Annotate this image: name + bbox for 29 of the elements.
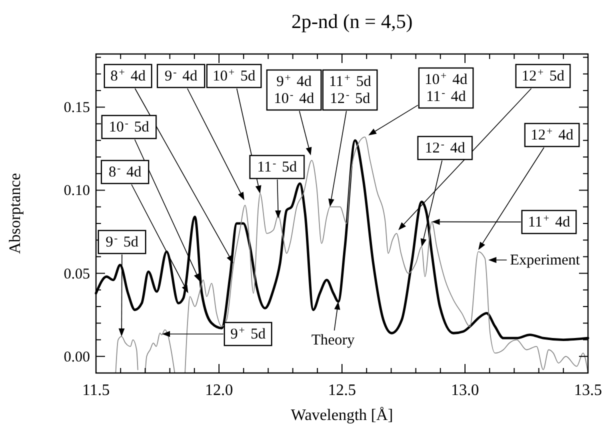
annotation: 10$^{-}$ 5d: [108, 118, 150, 136]
annotation: 10$^{+}$ 4d 11$^{-}$ 4d: [424, 70, 468, 105]
annotation: 12$^{+}$ 5d: [522, 67, 565, 84]
x-tick-label: 11.5: [82, 382, 110, 399]
annotation: Experiment: [510, 252, 581, 268]
annotation: 8$^{-}$ 4d: [108, 163, 142, 180]
y-axis-title: Absorptance: [7, 173, 24, 254]
annotation: 8$^{+}$ 4d: [110, 67, 146, 84]
annotation: 12$^{+}$ 4d: [530, 126, 574, 144]
x-axis-title: Wavelength [Å]: [290, 406, 394, 424]
annotation: 11$^{+}$ 4d: [528, 213, 571, 230]
x-tick-label: 13.5: [574, 382, 602, 399]
annotation: Theory: [311, 332, 356, 348]
x-tick-label: 12.5: [328, 382, 356, 399]
annotation: 12$^{-}$ 4d: [424, 139, 466, 156]
annotation: 9$^{-}$ 5d: [106, 233, 139, 250]
annotation: 11$^{-}$ 5d: [257, 158, 298, 176]
x-tick-label: 13.0: [451, 382, 479, 399]
annotation: 9$^{-}$ 4d: [164, 67, 198, 84]
annotation: 9$^{+}$ 4d 10$^{-}$ 4d: [274, 72, 315, 107]
y-tick-label: 0.05: [64, 266, 90, 282]
chart-title: 2p-nd (n = 4,5): [291, 11, 413, 33]
annotation: 11$^{+}$ 5d 12$^{-}$ 5d: [328, 72, 372, 107]
y-tick-label: 0.00: [64, 349, 90, 366]
x-tick-label: 12.0: [205, 382, 233, 399]
y-tick-label: 0.10: [64, 183, 90, 200]
y-tick-label: 0.15: [64, 100, 90, 116]
annotation: 10$^{+}$ 5d: [212, 67, 256, 84]
annotation: 9$^{+}$ 5d: [230, 325, 266, 342]
